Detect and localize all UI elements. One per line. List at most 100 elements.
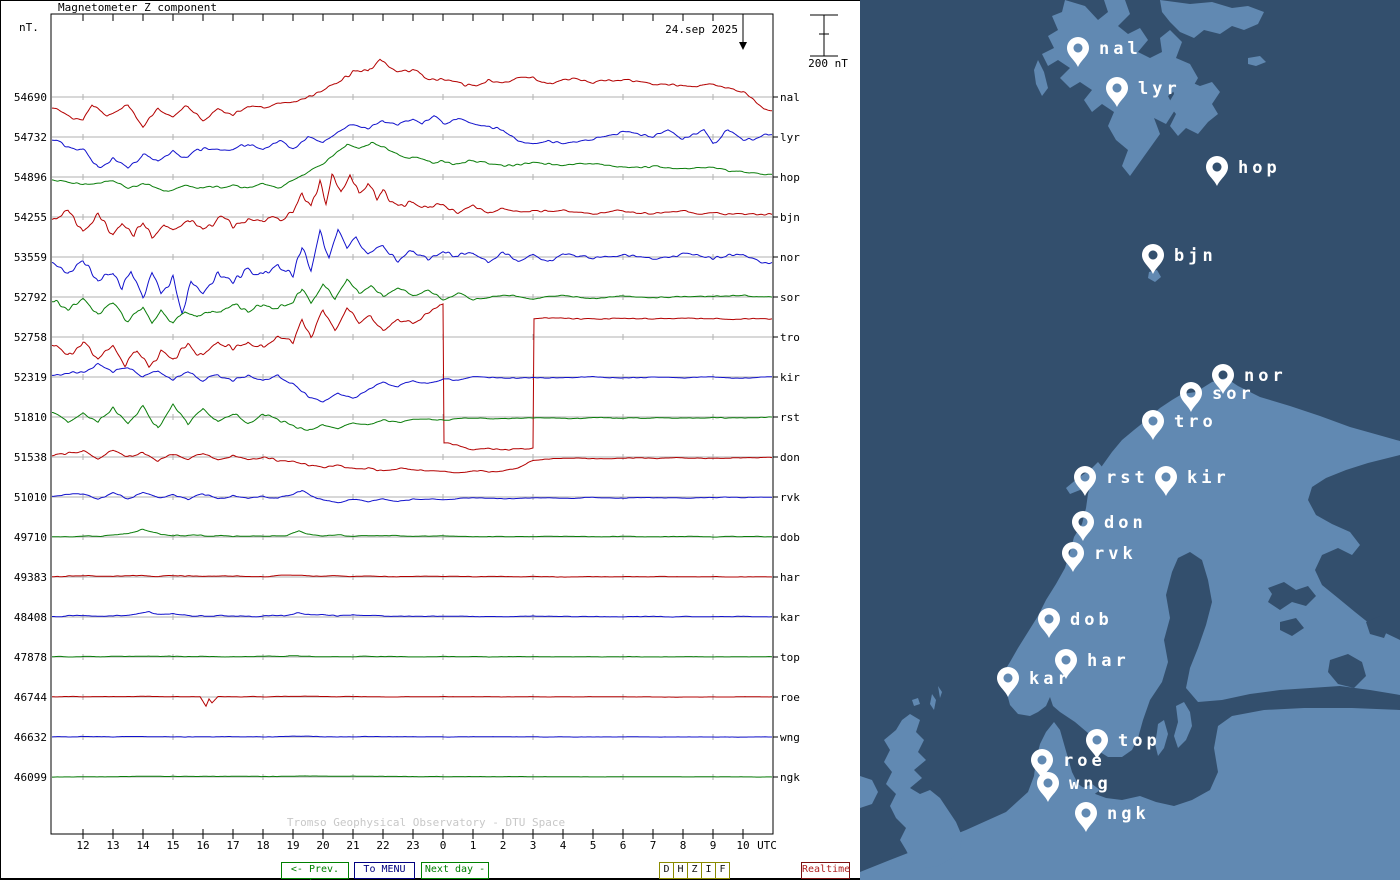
x-axis-tick-label: 19 [286,839,299,852]
y-axis-value-label: 54255 [14,211,47,224]
station-code-label: lyr [780,131,800,144]
map-pin-icon [1155,466,1177,496]
y-axis-value-label: 51538 [14,451,47,464]
page-title: Magnetometer Z component [58,1,217,14]
map-lake [1280,618,1304,636]
map-station-label: don [1104,513,1147,533]
map-landmass [1002,378,1400,757]
map-station-label: kir [1187,468,1230,488]
map-pin-roe [1031,749,1053,779]
y-axis-value-label: 47878 [14,651,47,664]
magnetogram-trace-nor [51,228,773,316]
y-axis-value-label: 49710 [14,531,47,544]
y-axis-value-label: 52319 [14,371,47,384]
y-axis-value-label: 54896 [14,171,47,184]
x-axis-tick-label: 10 [736,839,749,852]
map-lake [1366,616,1390,638]
y-axis-unit-label: nT. [19,21,39,34]
component-z-button[interactable]: Z [687,862,702,879]
map-landmass [1174,702,1192,748]
y-axis-value-label: 54732 [14,131,47,144]
y-axis-value-label: 54690 [14,91,47,104]
date-label: 24.sep 2025 [665,23,738,36]
menu-button[interactable]: To MENU [354,862,415,879]
magnetogram-trace-sor [52,278,773,325]
x-axis-tick-label: 14 [136,839,150,852]
station-code-label: kir [780,371,800,384]
magnetogram-trace-don [52,449,773,474]
map-pin-kar [997,667,1019,697]
y-axis-value-label: 48408 [14,611,47,624]
magnetogram-trace-lyr [51,115,773,169]
x-axis-tick-label: 9 [710,839,717,852]
map-landmass [1160,0,1264,38]
magnetogram-panel: Magnetometer Z component nT. 24.sep 2025… [0,0,860,880]
magnetogram-trace-har [52,574,773,578]
x-axis-tick-label: 16 [196,839,209,852]
x-axis-tick-label: 7 [650,839,657,852]
map-station-label: ngk [1107,804,1150,824]
map-pin-rvk [1062,542,1084,572]
map-landmass [860,708,1400,880]
next-day-button[interactable]: Next day -> [421,862,489,880]
x-axis-tick-label: 5 [590,839,597,852]
map-landmass [1082,784,1100,796]
x-axis-tick-label: 12 [76,839,89,852]
plot-frame [50,13,774,835]
realtime-button[interactable]: Realtime [801,862,850,879]
x-axis-tick-label: 17 [226,839,239,852]
map-station-label: tro [1174,412,1217,432]
map-pin-dob [1038,608,1060,638]
x-axis-tick-label: 2 [500,839,507,852]
magnetogram-trace-bjn [51,173,773,239]
map-pin-lyr [1106,77,1128,107]
map-pin-icon [1067,37,1089,67]
map-pin-icon [1075,802,1097,832]
magnetogram-trace-nal [52,58,773,129]
map-pin-tro [1142,410,1164,440]
component-i-button[interactable]: I [701,862,716,879]
map-landmass [1155,720,1168,756]
map-pin-icon [1206,156,1228,186]
x-axis-tick-label: 13 [106,839,119,852]
map-pin-icon [1074,466,1096,496]
y-axis-value-label: 46099 [14,771,47,784]
map-station-label: hop [1238,158,1281,178]
station-code-label: ngk [780,771,800,784]
map-station-label: lyr [1138,79,1181,99]
map-pin-icon [1212,364,1234,394]
station-code-label: har [780,571,800,584]
map-pin-kir [1155,466,1177,496]
map-pin-nal [1067,37,1089,67]
map-station-label: nor [1244,366,1287,386]
map-pin-don [1072,511,1094,541]
x-axis-tick-label: 18 [256,839,269,852]
map-pin-icon [1142,410,1164,440]
component-f-button[interactable]: F [715,862,730,879]
map-pin-icon [1037,772,1059,802]
map-pin-har [1055,649,1077,679]
map-landmass [1148,270,1161,282]
map-pin-icon [1072,511,1094,541]
map-station-label: bjn [1174,246,1217,266]
x-axis-tick-label: 22 [376,839,389,852]
stackplot: Magnetometer Z component nT. 24.sep 2025… [14,1,848,852]
map-landmass [1248,56,1266,66]
y-axis-value-label: 49383 [14,571,47,584]
station-code-label: wng [780,731,800,744]
scale-bar [810,14,838,57]
map-pin-icon [997,667,1019,697]
prev-day-button[interactable]: <- Prev. day [281,862,349,880]
station-code-label: kar [780,611,800,624]
map-station-label: nal [1099,39,1142,59]
map-landmass [884,714,962,868]
x-axis-tick-label: 23 [406,839,419,852]
map-pin-sor [1180,382,1202,412]
component-d-button[interactable]: D [659,862,674,879]
map-pin-hop [1206,156,1228,186]
component-h-button[interactable]: H [673,862,688,879]
magnetogram-trace-tro [51,303,773,451]
y-axis-value-label: 46632 [14,731,47,744]
magnetogram-trace-kar [52,610,772,618]
magnetogram-trace-rst [52,403,772,431]
